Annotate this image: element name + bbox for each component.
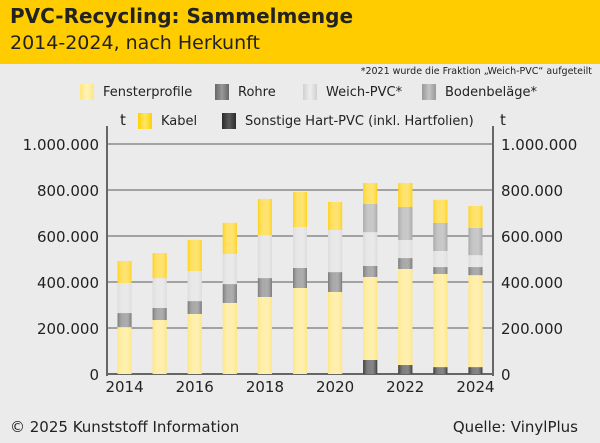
copyright: © 2025 Kunststoff Information (10, 418, 240, 436)
bar-segment-shading (117, 282, 132, 314)
y-tick-label-left: 200.000 (37, 320, 99, 338)
y-tick-label-right: 400.000 (501, 274, 563, 292)
legend-fensterprofile: Fensterprofile (80, 84, 192, 100)
bar-segment-shading (398, 365, 413, 374)
bar-segment-shading (222, 253, 237, 285)
chart-subtitle: 2014-2024, nach Herkunft (10, 32, 260, 54)
legend-bodenbelaege: Bodenbeläge* (422, 84, 537, 100)
bar-segment-shading (293, 267, 307, 288)
bar-segment-shading (293, 192, 307, 228)
x-tick-label: 2024 (456, 378, 494, 396)
bar-segment-shading (398, 207, 413, 240)
bar-segment-shading (257, 296, 272, 374)
bar-segment-shading (222, 284, 237, 303)
bar-segment-shading (152, 307, 167, 320)
y-tick-label-right: 0 (501, 366, 511, 384)
bar-segment-shading (187, 313, 202, 374)
x-tick-label: 2022 (386, 378, 424, 396)
legend-label: Fensterprofile (103, 84, 193, 100)
legend-label: Weich-PVC* (326, 84, 403, 100)
bar-segment-shading (468, 227, 483, 256)
legend-sonstige-hart-pvc: Sonstige Hart-PVC (inkl. Hartfolien) (222, 113, 474, 129)
bar-segment-shading (117, 261, 132, 283)
bar-segment-shading (468, 275, 483, 368)
x-tick-label: 2014 (105, 378, 143, 396)
bar-segment-shading (433, 199, 448, 223)
bar-segment-shading (257, 198, 272, 236)
bar-segment-shading (398, 239, 413, 259)
x-tick-label: 2016 (176, 378, 214, 396)
bar-segment-shading (152, 278, 167, 308)
y-tick-label-left: 400.000 (37, 274, 99, 292)
bar-segment-shading (152, 253, 167, 279)
legend-label: Bodenbeläge* (445, 84, 537, 100)
x-tick-label: 2020 (316, 378, 354, 396)
bar-segment-shading (328, 272, 343, 292)
header-banner: PVC-Recycling: Sammelmenge 2014-2024, na… (0, 0, 600, 64)
bar-segment-shading (363, 276, 378, 360)
y-tick-label-left: 1.000.000 (23, 136, 99, 154)
bar-segment-shading (328, 291, 343, 374)
bar-segment-shading (257, 235, 272, 279)
bar-segment-shading (433, 267, 448, 274)
bar-segment-shading (117, 327, 132, 374)
bar-segment-shading (363, 265, 378, 277)
bar-segment-shading (398, 268, 413, 366)
source: Quelle: VinylPlus (452, 418, 578, 436)
bar-segment-shading (363, 204, 378, 233)
bar-segment-shading (328, 201, 343, 231)
x-tick-label: 2018 (246, 378, 284, 396)
bar-segment-shading (398, 183, 413, 208)
bar-segment-shading (222, 222, 237, 254)
unit-left: t (120, 111, 126, 129)
y-tick-label-right: 800.000 (501, 182, 563, 200)
bar-segment-shading (468, 206, 483, 228)
y-tick-label-left: 800.000 (37, 182, 99, 200)
bar-segment-shading (293, 287, 307, 374)
bar-segment-shading (222, 302, 237, 374)
legend-label: Rohre (238, 84, 276, 100)
bar-segment-shading (187, 301, 202, 314)
legend-weich-pvc: Weich-PVC* (303, 84, 402, 100)
bar-segment-shading (257, 278, 272, 297)
legend-label: Kabel (161, 113, 198, 129)
bar-segment-shading (433, 222, 448, 251)
bar-segment-shading (433, 367, 448, 374)
y-tick-label-left: 600.000 (37, 228, 99, 246)
y-tick-label-right: 600.000 (501, 228, 563, 246)
chart-title: PVC-Recycling: Sammelmenge (10, 4, 354, 28)
y-tick-label-right: 1.000.000 (501, 136, 577, 154)
legend-label: Sonstige Hart-PVC (inkl. Hartfolien) (245, 113, 474, 129)
bar-segment-shading (433, 250, 448, 268)
bar-segment-shading (433, 273, 448, 368)
bar-segment-shading (468, 267, 483, 276)
bar-segment-shading (187, 239, 202, 271)
bar-segment-shading (363, 232, 378, 266)
legend-rohre: Rohre (215, 84, 276, 100)
bar-segment-shading (152, 319, 167, 374)
bar-segment-shading (468, 255, 483, 268)
bar-segment-shading (363, 359, 378, 374)
bar-segment-shading (398, 258, 413, 269)
legend-kabel: Kabel (138, 113, 197, 129)
unit-right: t (500, 111, 506, 129)
bar-segment-shading (328, 230, 343, 273)
bar-segment-shading (187, 270, 202, 302)
y-tick-label-left: 0 (89, 366, 99, 384)
bar-segment-shading (468, 367, 483, 374)
bar-segment-shading (293, 227, 307, 268)
bar-segment-shading (117, 313, 132, 328)
footnote: *2021 wurde die Fraktion „Weich-PVC“ auf… (360, 66, 592, 77)
bar-segment-shading (363, 183, 378, 205)
y-tick-label-right: 200.000 (501, 320, 563, 338)
